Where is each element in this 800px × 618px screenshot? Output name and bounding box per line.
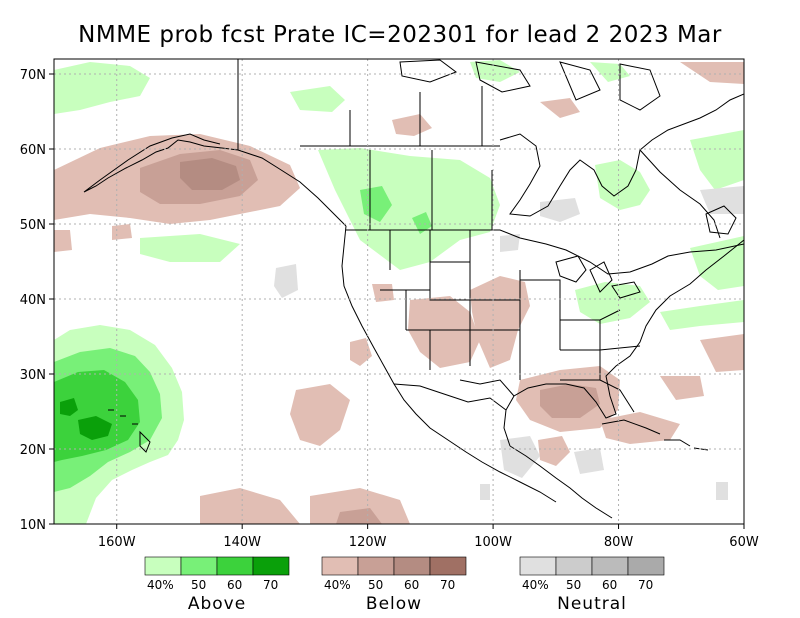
legend-label-0: 40%	[324, 578, 351, 592]
legend-label-2: 60	[602, 578, 617, 592]
x-tick-label-0: 160W	[98, 535, 136, 550]
legend-swatch-2	[393, 556, 431, 576]
below-region-caribbean	[538, 412, 680, 466]
east-coast	[503, 239, 744, 447]
below-region-sw-coast	[350, 284, 394, 366]
canada-provinces	[300, 86, 500, 230]
legend-swatch-3	[627, 556, 665, 576]
below-region-hudson	[392, 62, 744, 136]
below-region-gulf-50	[540, 384, 600, 418]
legend-swatch-3	[429, 556, 467, 576]
legend: 40% 50 60 70 Above 40% 50 60 70 Below 40% 50 60 70 Neu…	[144, 556, 665, 614]
neutral-region-labrador	[540, 186, 744, 222]
below-region-gulf-of-alaska-60	[180, 158, 240, 190]
above-region-hawaii-70	[60, 398, 112, 440]
legend-title: Neutral	[557, 594, 627, 614]
us-state-lines	[380, 230, 641, 413]
x-tick-label-3: 100W	[474, 535, 512, 550]
below-region-southwest	[408, 296, 480, 368]
y-tick-label-3: 40N	[20, 293, 46, 308]
gridlines	[54, 59, 744, 524]
x-axis: 160W 140W 120W 100W 80W 60W	[98, 524, 759, 550]
newfoundland	[705, 205, 737, 235]
y-axis: 10N 20N 30N 40N 50N 60N 70N	[20, 68, 54, 533]
below-region-south-pacific-50	[336, 508, 382, 524]
above-region-arctic	[290, 60, 630, 112]
west-coast	[341, 225, 557, 503]
alaska-coast	[83, 59, 347, 227]
hawaii	[108, 409, 151, 453]
y-tick-label-0: 10N	[20, 518, 46, 533]
great-lakes	[555, 255, 641, 299]
coastlines	[83, 59, 744, 519]
legend-swatch-1	[180, 556, 218, 576]
legend-label-2: 60	[404, 578, 419, 592]
legend-title: Below	[366, 594, 422, 614]
labrador	[639, 149, 721, 239]
legend-label-2: 60	[227, 578, 242, 592]
below-region-north-pacific	[54, 224, 132, 252]
legend-label-3: 70	[638, 578, 653, 592]
legend-swatch-2	[216, 556, 254, 576]
legend-label-0: 40%	[147, 578, 174, 592]
above-region-bering	[54, 62, 150, 114]
y-tick-label-4: 50N	[20, 218, 46, 233]
legend-swatch-0	[519, 556, 557, 576]
legend-neutral: 40% 50 60 70 Neutral	[519, 556, 665, 614]
hudson-bay	[499, 93, 744, 217]
neutral-region-caribbean	[500, 436, 604, 478]
x-tick-label-2: 120W	[349, 535, 387, 550]
legend-swatch-0	[321, 556, 359, 576]
neutral-region-pacific	[274, 264, 298, 298]
below-region-atlantic-east	[660, 334, 744, 400]
x-tick-label-5: 60W	[729, 535, 759, 550]
above-region-atlantic	[690, 236, 744, 290]
legend-swatch-1	[357, 556, 395, 576]
legend-label-3: 70	[263, 578, 278, 592]
legend-swatch-1	[555, 556, 593, 576]
y-tick-label-1: 20N	[20, 443, 46, 458]
y-tick-label-6: 70N	[20, 68, 46, 83]
above-region-canada-50	[360, 186, 432, 234]
legend-above: 40% 50 60 70 Above	[144, 556, 290, 614]
legend-swatch-0	[144, 556, 182, 576]
y-tick-label-2: 30N	[20, 368, 46, 383]
y-tick-label-5: 60N	[20, 143, 46, 158]
legend-label-1: 50	[368, 578, 383, 592]
legend-label-1: 50	[191, 578, 206, 592]
map-title: NMME prob fcst Prate IC=202301 for lead …	[78, 22, 722, 48]
legend-swatch-2	[591, 556, 629, 576]
above-region-pacific-northwest	[318, 148, 500, 270]
above-region-eastern-canada	[595, 130, 744, 210]
arctic-islands	[399, 59, 661, 111]
us-canada-border	[346, 229, 744, 275]
central-america	[509, 445, 613, 519]
above-region-pacific-band	[140, 234, 240, 262]
legend-swatch-3	[252, 556, 290, 576]
legend-below: 40% 50 60 70 Below	[321, 556, 467, 614]
legend-label-3: 70	[440, 578, 455, 592]
above-region-hawaii-60	[54, 370, 140, 462]
legend-label-0: 40%	[522, 578, 549, 592]
below-region-mexico-pacific	[290, 384, 350, 446]
plot-border	[53, 58, 745, 525]
probability-shading	[54, 60, 744, 524]
x-tick-label-1: 140W	[223, 535, 261, 550]
legend-label-1: 50	[566, 578, 581, 592]
legend-title: Above	[188, 594, 246, 614]
x-tick-label-4: 80W	[604, 535, 634, 550]
